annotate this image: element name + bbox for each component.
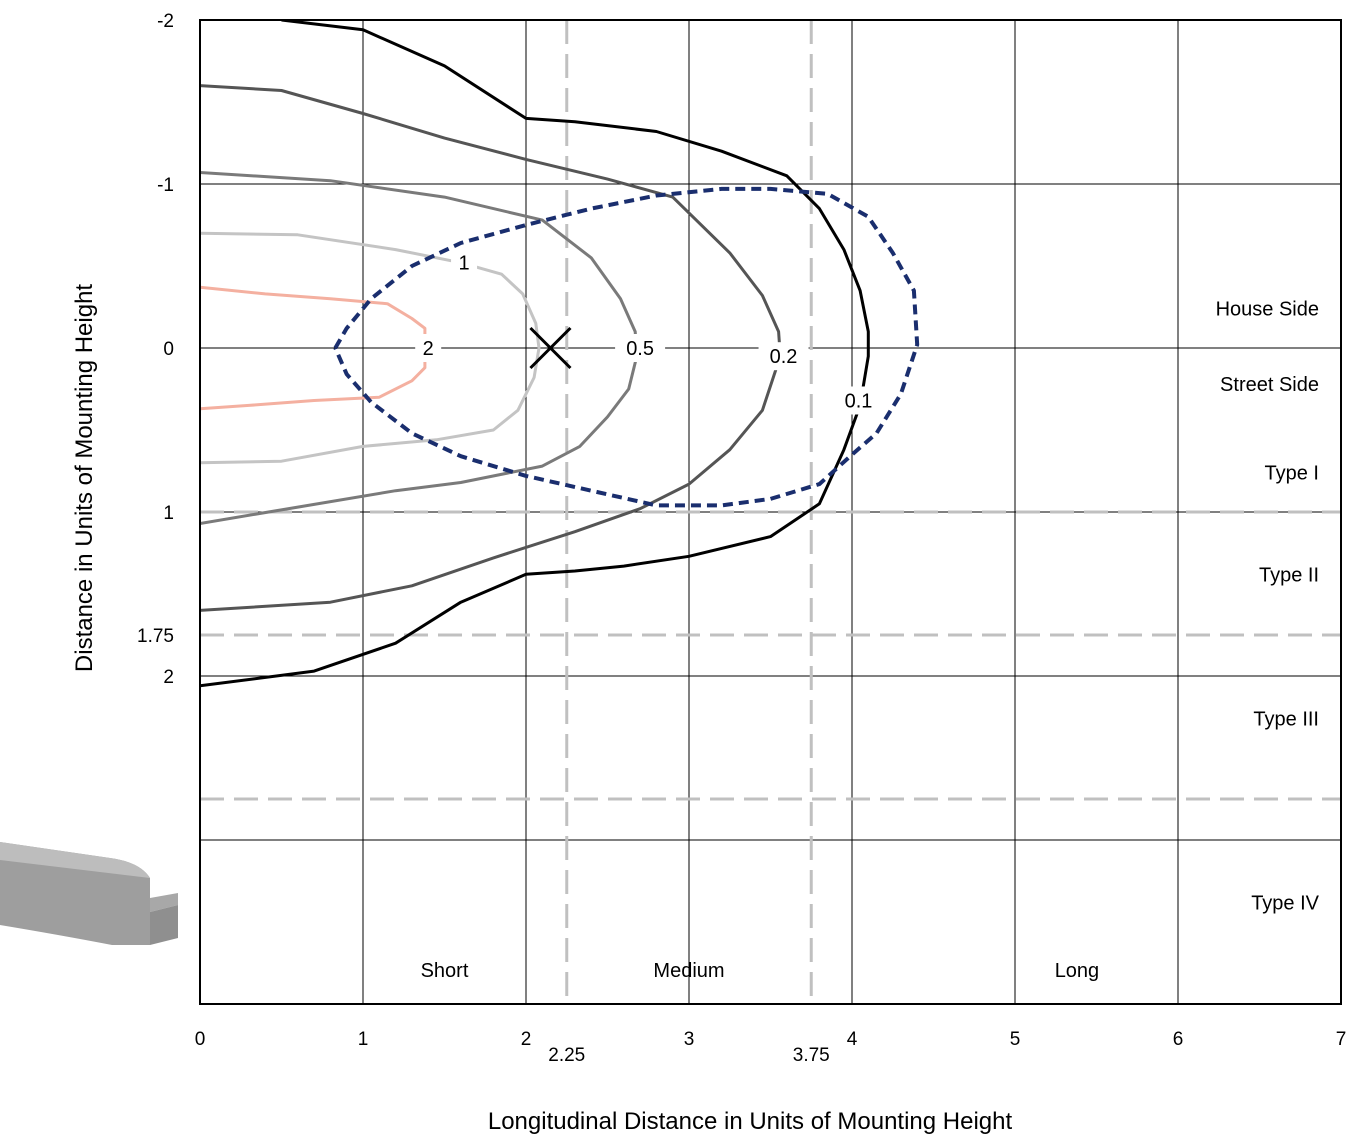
- contour-0.1: [200, 20, 870, 688]
- x-tick-label: 0: [195, 1029, 206, 1050]
- contour-label-bg-2: [415, 334, 442, 362]
- grid-lines: [200, 20, 1341, 1004]
- x-tick-label: 5: [1010, 1029, 1021, 1050]
- luminaire-icon: [0, 842, 178, 945]
- y-region-label: Street Side: [1220, 374, 1319, 396]
- y-tick-label: 0: [163, 339, 174, 360]
- x-tick-label: 2: [521, 1029, 532, 1050]
- x-region-label: Medium: [653, 960, 724, 982]
- x-tick-label: 6: [1173, 1029, 1184, 1050]
- y-axis-title: Distance in Units of Mounting Height: [71, 284, 98, 673]
- plot-border: [199, 19, 1342, 1005]
- y-region-label: Type IV: [1251, 892, 1319, 914]
- contour-label-0.5: 0.5: [626, 338, 654, 360]
- y-tick-label: -2: [157, 11, 174, 32]
- x-tick-label: 3.75: [793, 1045, 830, 1066]
- x-tick-label: 2.25: [548, 1045, 585, 1066]
- y-tick-label: 1.75: [137, 626, 174, 647]
- contour-label-bg-0.5: [615, 334, 666, 362]
- contour-label-bg-1: [451, 248, 478, 277]
- y-region-label: Type III: [1253, 709, 1319, 731]
- x-tick-label: 7: [1336, 1029, 1347, 1050]
- y-region-label: Type I: [1265, 463, 1319, 485]
- y-region-label: Type II: [1259, 564, 1319, 586]
- x-tick-label: 1: [358, 1029, 369, 1050]
- x-axis-title: Longitudinal Distance in Units of Mounti…: [488, 1108, 1013, 1135]
- max-candela-trace: [333, 186, 920, 508]
- x-tick-label: 4: [847, 1029, 858, 1050]
- contour-label-2: 2: [423, 338, 434, 360]
- y-tick-label: -1: [157, 175, 174, 196]
- region-boundaries: [200, 20, 1341, 1004]
- y-tick-label: 1: [163, 503, 174, 524]
- contour-1: [200, 231, 541, 465]
- contour-label-bg-0.1: [833, 386, 884, 415]
- chart-labels: 2 1 0.5 0.2 0.1 0 1 2 2.25 3 3.75 4 5 6 7 -2 -1 0 1 1.75 2 Sh…: [71, 11, 1346, 1135]
- contour-0.5: [200, 171, 639, 525]
- contour-label-1: 1: [458, 253, 469, 275]
- y-region-label: House Side: [1216, 299, 1319, 321]
- x-region-label: Short: [421, 960, 469, 982]
- max-candela-marker: [529, 326, 572, 370]
- contour-label-bg-0.2: [758, 342, 809, 371]
- isofootcandle-contours: [200, 20, 920, 688]
- contour-label-0.2: 0.2: [770, 346, 798, 368]
- x-tick-label: 3: [684, 1029, 695, 1050]
- x-region-label: Long: [1055, 960, 1100, 982]
- plot-frame: [199, 19, 1342, 1005]
- y-tick-label: 2: [163, 667, 174, 688]
- contour-label-0.1: 0.1: [845, 390, 873, 412]
